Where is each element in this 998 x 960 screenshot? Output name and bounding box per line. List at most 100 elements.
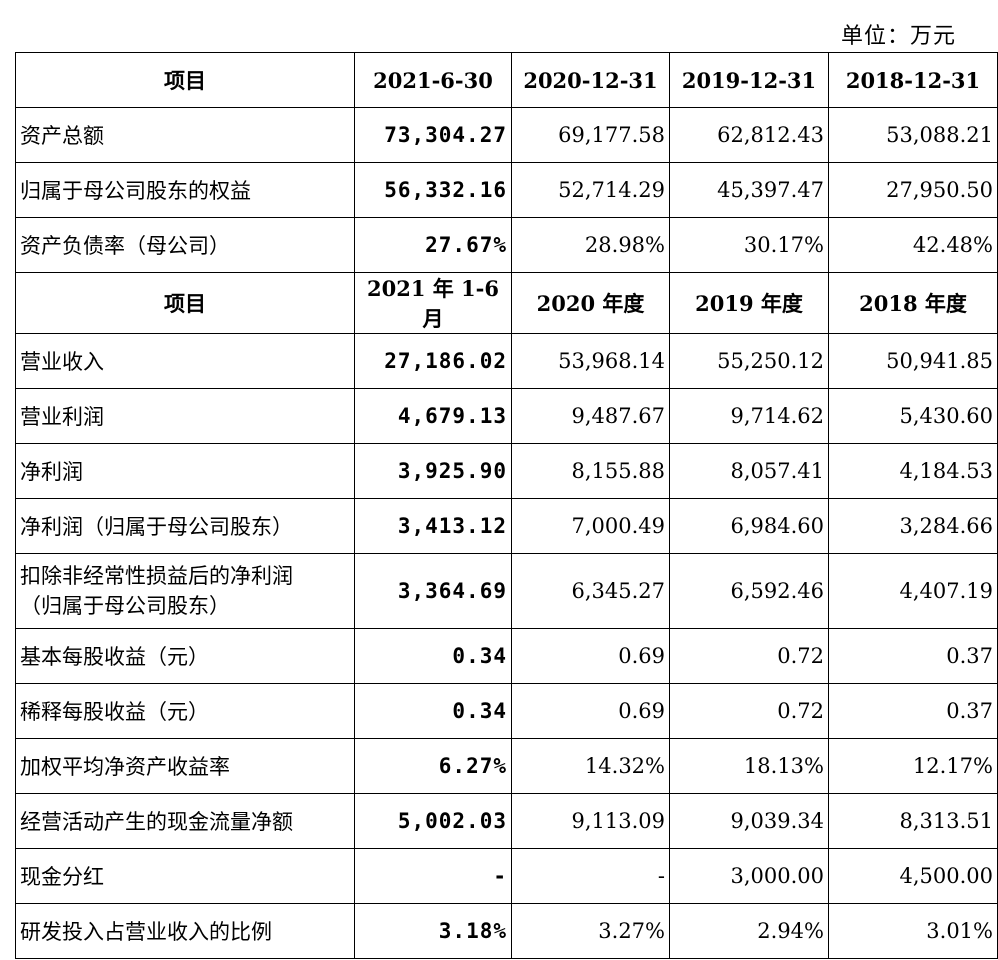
table-row: 经营活动产生的现金流量净额 5,002.03 9,113.09 9,039.34… [15, 793, 998, 849]
value-cell: 0.72 [669, 628, 829, 684]
row-label: 现金分红 [15, 848, 355, 904]
value-cell: 50,941.85 [828, 333, 998, 389]
row-label: 资产负债率（母公司） [15, 217, 355, 273]
table-row: 营业收入 27,186.02 53,968.14 55,250.12 50,94… [15, 333, 998, 389]
value-cell: 0.34 [354, 628, 512, 684]
row-label: 扣除非经常性损益后的净利润 （归属于母公司股东） [15, 553, 355, 629]
row-label: 净利润 [15, 443, 355, 499]
row-label: 营业收入 [15, 333, 355, 389]
row-label: 稀释每股收益（元） [15, 683, 355, 739]
value-cell: 6.27% [354, 738, 512, 794]
value-cell: 0.34 [354, 683, 512, 739]
table-row: 归属于母公司股东的权益 56,332.16 52,714.29 45,397.4… [15, 162, 998, 218]
header-cell: 2018-12-31 [828, 52, 998, 108]
row-label-line-2: （归属于母公司股东） [20, 594, 230, 618]
row-label: 资产总额 [15, 107, 355, 163]
value-cell: 6,984.60 [669, 498, 829, 554]
header-cell: 2018 年度 [828, 272, 998, 334]
value-cell: 55,250.12 [669, 333, 829, 389]
financial-summary-table: 项目 2021-6-30 2020-12-31 2019-12-31 2018-… [15, 52, 998, 959]
table-row: 研发投入占营业收入的比例 3.18% 3.27% 2.94% 3.01% [15, 903, 998, 959]
value-cell: 73,304.27 [354, 107, 512, 163]
value-cell: 62,812.43 [669, 107, 829, 163]
unit-label: 单位：万元 [840, 24, 956, 49]
row-label: 加权平均净资产收益率 [15, 738, 355, 794]
value-cell: 45,397.47 [669, 162, 829, 218]
table-row: 稀释每股收益（元） 0.34 0.69 0.72 0.37 [15, 683, 998, 739]
value-cell: 2.94% [669, 903, 829, 959]
value-cell: 3,413.12 [354, 498, 512, 554]
table-row: 资产负债率（母公司） 27.67% 28.98% 30.17% 42.48% [15, 217, 998, 273]
value-cell: 5,002.03 [354, 793, 512, 849]
header-cell: 2021-6-30 [354, 52, 512, 108]
value-cell: 8,155.88 [511, 443, 670, 499]
value-cell: 9,487.67 [511, 388, 670, 444]
value-cell: - [354, 848, 512, 904]
value-cell: 4,500.00 [828, 848, 998, 904]
header-row-balance: 项目 2021-6-30 2020-12-31 2019-12-31 2018-… [15, 52, 998, 108]
value-cell: 4,184.53 [828, 443, 998, 499]
value-cell: 53,968.14 [511, 333, 670, 389]
value-cell: 52,714.29 [511, 162, 670, 218]
value-cell: 0.37 [828, 683, 998, 739]
value-cell: 3.18% [354, 903, 512, 959]
header-cell: 项目 [15, 272, 355, 334]
row-label: 归属于母公司股东的权益 [15, 162, 355, 218]
value-cell: 56,332.16 [354, 162, 512, 218]
value-cell: 3,000.00 [669, 848, 829, 904]
row-label-line-1: 扣除非经常性损益后的净利润 [20, 564, 293, 588]
value-cell: 69,177.58 [511, 107, 670, 163]
value-cell: 0.72 [669, 683, 829, 739]
value-cell: 3,925.90 [354, 443, 512, 499]
value-cell: 3.27% [511, 903, 670, 959]
table-row: 现金分红 - - 3,000.00 4,500.00 [15, 848, 998, 904]
value-cell: 27.67% [354, 217, 512, 273]
row-label: 基本每股收益（元） [15, 628, 355, 684]
value-cell: 12.17% [828, 738, 998, 794]
row-label: 研发投入占营业收入的比例 [15, 903, 355, 959]
table-row: 扣除非经常性损益后的净利润 （归属于母公司股东） 3,364.69 6,345.… [15, 553, 998, 629]
table-row: 净利润 3,925.90 8,155.88 8,057.41 4,184.53 [15, 443, 998, 499]
header-row-income: 项目 2021 年 1-6 月 2020 年度 2019 年度 2018 年度 [15, 272, 998, 334]
row-label: 经营活动产生的现金流量净额 [15, 793, 355, 849]
value-cell: 28.98% [511, 217, 670, 273]
table-row: 资产总额 73,304.27 69,177.58 62,812.43 53,08… [15, 107, 998, 163]
header-cell: 2021 年 1-6 月 [354, 272, 512, 334]
value-cell: 27,186.02 [354, 333, 512, 389]
value-cell: 8,313.51 [828, 793, 998, 849]
value-cell: 42.48% [828, 217, 998, 273]
value-cell: 3.01% [828, 903, 998, 959]
header-cell: 2019-12-31 [669, 52, 829, 108]
table-row: 加权平均净资产收益率 6.27% 14.32% 18.13% 12.17% [15, 738, 998, 794]
value-cell: - [511, 848, 670, 904]
value-cell: 7,000.49 [511, 498, 670, 554]
value-cell: 18.13% [669, 738, 829, 794]
value-cell: 3,284.66 [828, 498, 998, 554]
header-cell: 2020 年度 [511, 272, 670, 334]
value-cell: 9,714.62 [669, 388, 829, 444]
table-row: 基本每股收益（元） 0.34 0.69 0.72 0.37 [15, 628, 998, 684]
table-row: 营业利润 4,679.13 9,487.67 9,714.62 5,430.60 [15, 388, 998, 444]
value-cell: 6,345.27 [511, 553, 670, 629]
value-cell: 4,679.13 [354, 388, 512, 444]
header-cell: 2020-12-31 [511, 52, 670, 108]
value-cell: 53,088.21 [828, 107, 998, 163]
value-cell: 0.69 [511, 628, 670, 684]
value-cell: 9,113.09 [511, 793, 670, 849]
value-cell: 0.69 [511, 683, 670, 739]
value-cell: 0.37 [828, 628, 998, 684]
row-label: 净利润（归属于母公司股东） [15, 498, 355, 554]
value-cell: 27,950.50 [828, 162, 998, 218]
table-row: 净利润（归属于母公司股东） 3,413.12 7,000.49 6,984.60… [15, 498, 998, 554]
value-cell: 4,407.19 [828, 553, 998, 629]
value-cell: 5,430.60 [828, 388, 998, 444]
header-cell: 2019 年度 [669, 272, 829, 334]
value-cell: 14.32% [511, 738, 670, 794]
header-cell: 项目 [15, 52, 355, 108]
row-label: 营业利润 [15, 388, 355, 444]
value-cell: 30.17% [669, 217, 829, 273]
value-cell: 6,592.46 [669, 553, 829, 629]
value-cell: 3,364.69 [354, 553, 512, 629]
value-cell: 9,039.34 [669, 793, 829, 849]
value-cell: 8,057.41 [669, 443, 829, 499]
